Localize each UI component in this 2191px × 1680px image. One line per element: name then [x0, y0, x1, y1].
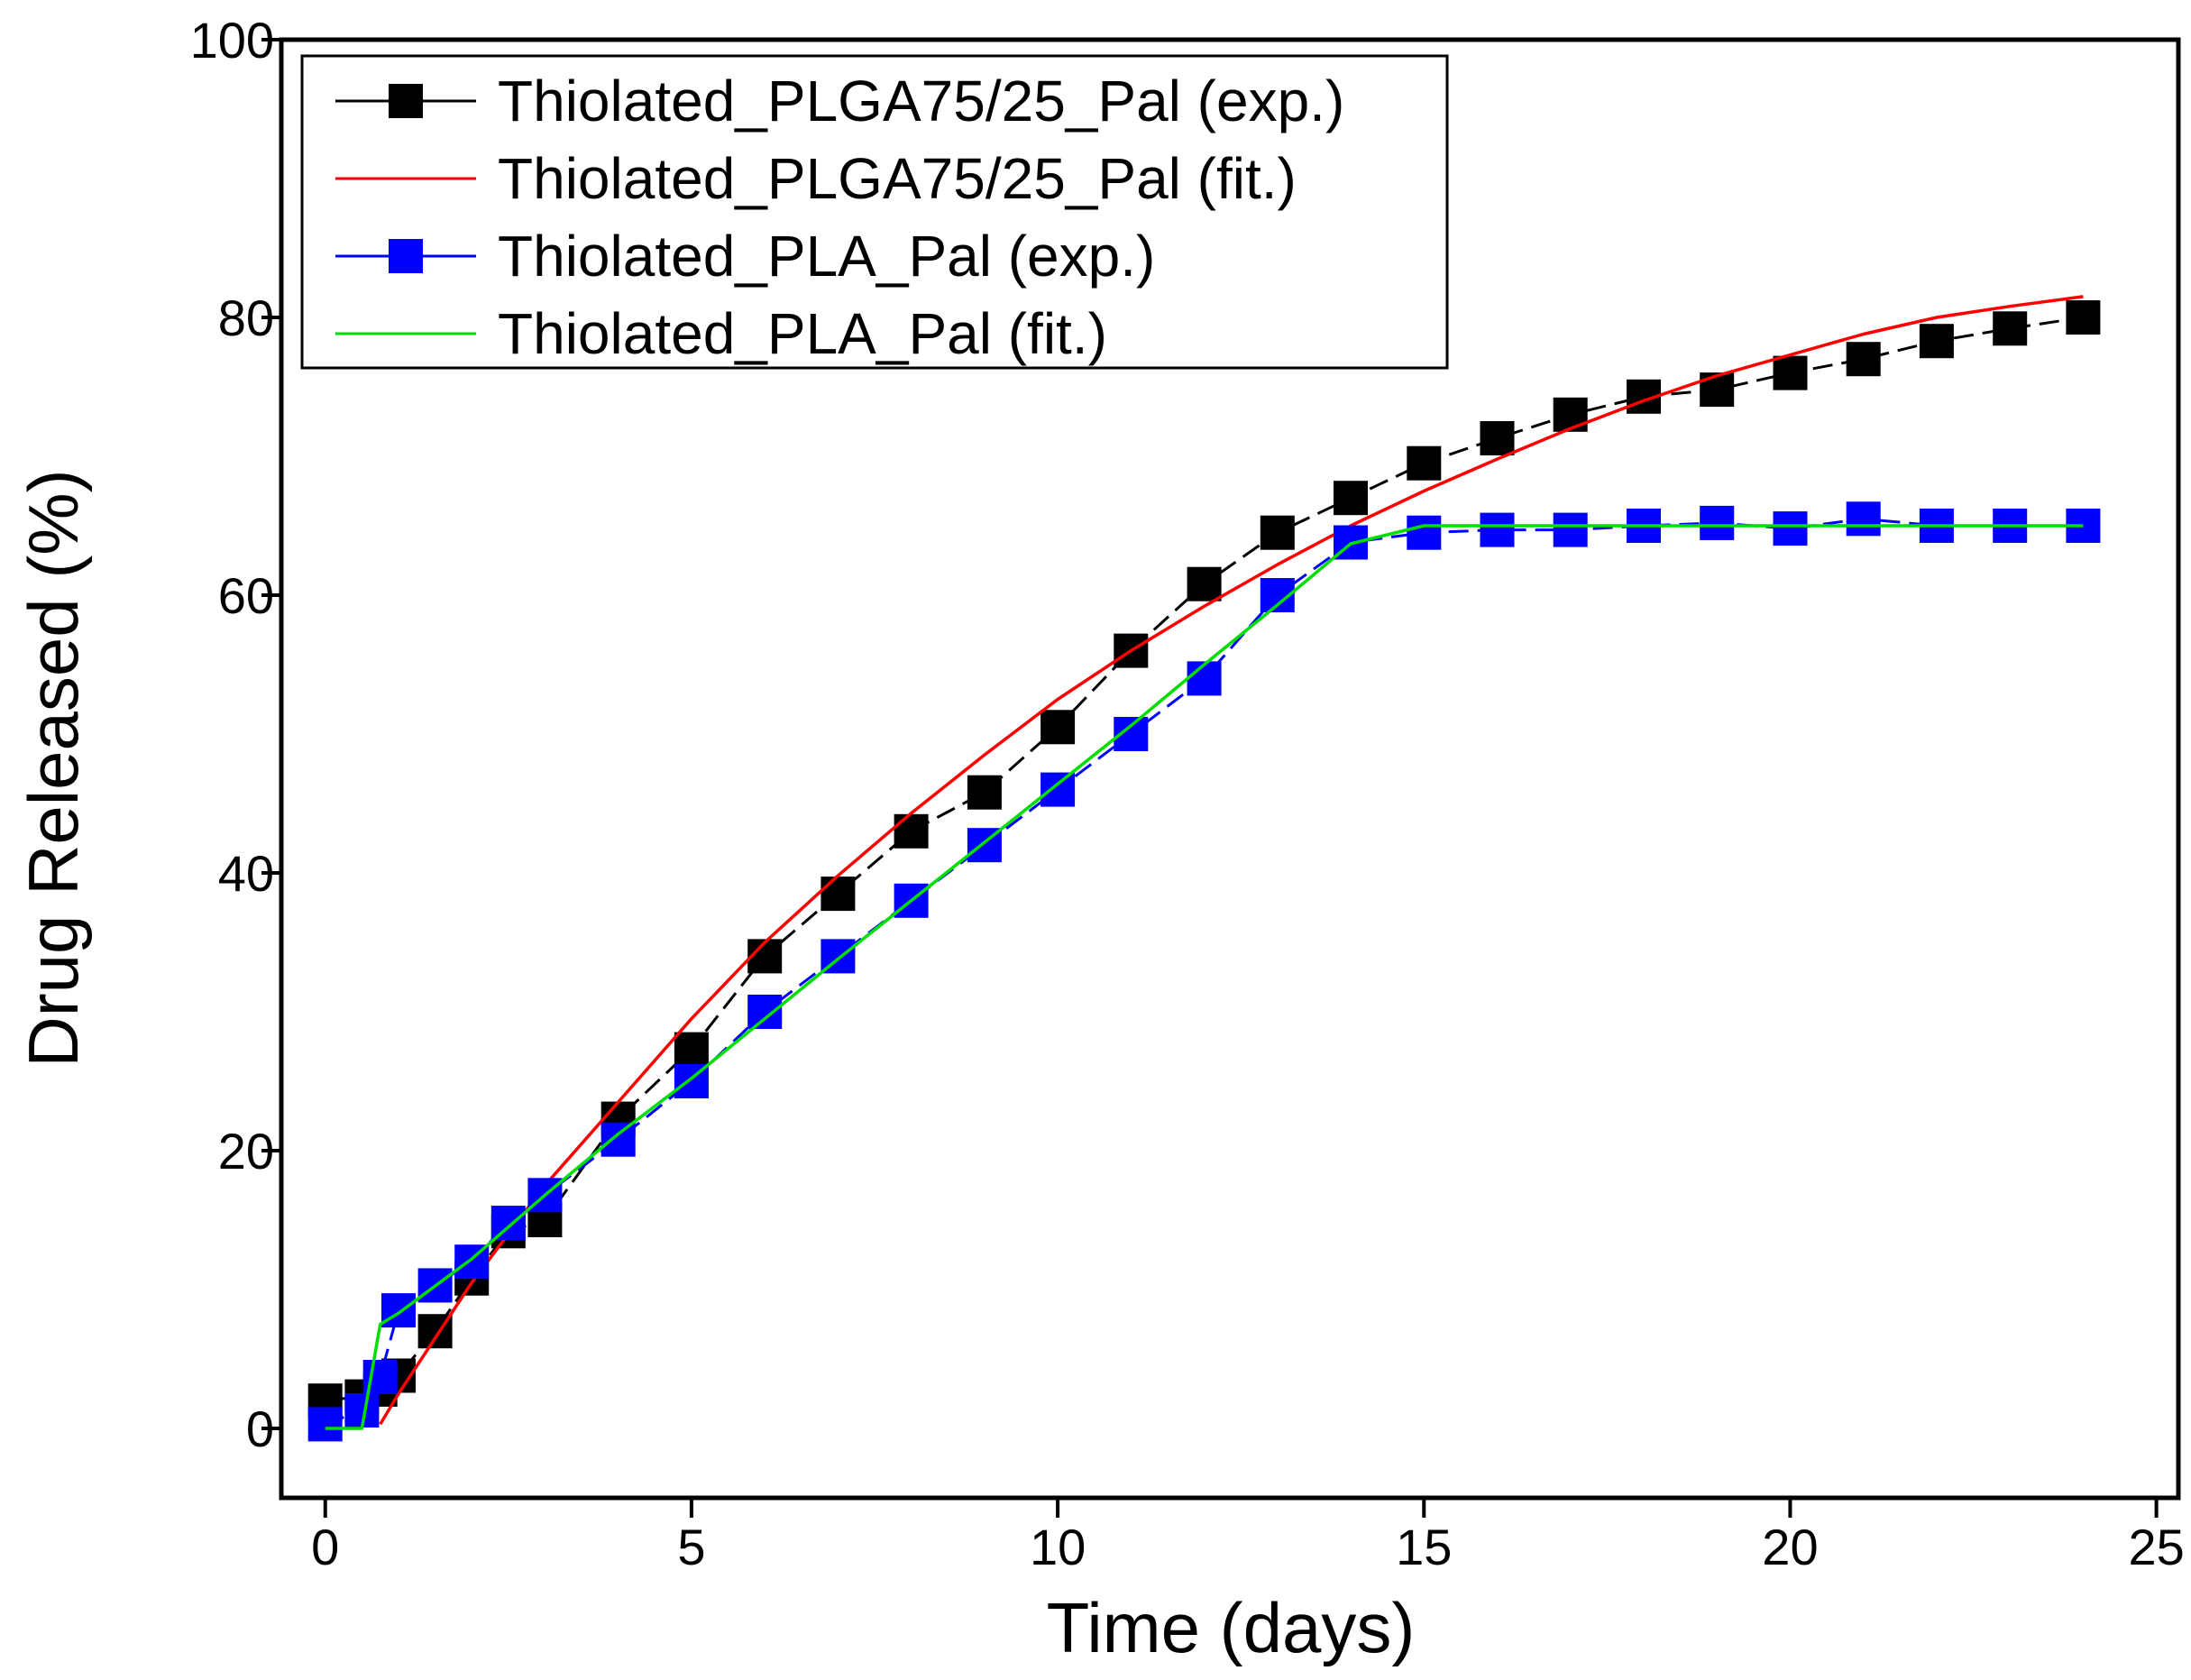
data-point-marker: [1846, 342, 1881, 377]
data-point-marker: [1260, 515, 1295, 550]
data-point-marker: [674, 1032, 709, 1067]
y-tick-label: 60: [218, 567, 274, 624]
data-point-marker: [1407, 445, 1442, 481]
data-point-marker: [1919, 324, 1954, 359]
data-point-marker: [1480, 421, 1515, 455]
series-4: [325, 524, 2084, 1430]
data-point-marker: [1773, 511, 1808, 546]
series-line: [325, 524, 2084, 1430]
data-point-marker: [1846, 501, 1881, 537]
data-point-marker: [894, 813, 929, 849]
data-point-marker: [490, 1206, 526, 1241]
x-axis-title: Time (days): [1047, 1588, 1416, 1667]
x-tick-label: 15: [1396, 1519, 1452, 1575]
x-tick-label: 0: [311, 1519, 339, 1575]
legend-label: Thiolated_PLA_Pal (exp.): [498, 224, 1155, 289]
data-point-marker: [1407, 515, 1442, 550]
legend-entry: Thiolated_PLGA75/25_Pal (fit.): [335, 146, 1297, 211]
legend-entry: Thiolated_PLA_Pal (fit.): [335, 301, 1107, 366]
data-point-marker: [1993, 311, 2028, 346]
legend-label: Thiolated_PLA_Pal (fit.): [498, 301, 1107, 366]
legend-label: Thiolated_PLGA75/25_Pal (exp.): [498, 69, 1344, 133]
data-point-marker: [2066, 300, 2101, 335]
y-axis-title: Drug Released (%): [14, 469, 93, 1067]
data-point-marker: [1700, 505, 1735, 540]
data-point-marker: [820, 877, 856, 912]
legend-label: Thiolated_PLGA75/25_Pal (fit.): [498, 146, 1297, 211]
data-point-marker: [1040, 772, 1076, 807]
y-tick-label: 0: [246, 1400, 274, 1457]
x-tick-label: 20: [1762, 1519, 1818, 1575]
legend-swatch-marker: [389, 239, 423, 273]
y-tick-label: 20: [218, 1123, 274, 1180]
x-tick-label: 25: [2128, 1519, 2184, 1575]
x-tick-label: 5: [677, 1519, 705, 1575]
series-2: [379, 295, 2084, 1426]
data-point-marker: [1553, 512, 1588, 547]
legend-box: [300, 54, 1449, 370]
data-point-marker: [381, 1293, 416, 1328]
y-tick-label: 100: [190, 12, 274, 69]
data-point-marker: [1700, 372, 1735, 408]
data-point-marker: [1773, 355, 1808, 390]
data-point-marker: [1187, 661, 1222, 696]
series-3: [307, 501, 2101, 1442]
data-point-marker: [1040, 710, 1076, 745]
y-tick-label: 80: [218, 289, 274, 346]
x-tick-label: 10: [1030, 1519, 1086, 1575]
y-tick-label: 40: [218, 845, 274, 902]
data-point-marker: [1553, 397, 1588, 432]
data-point-marker: [1334, 481, 1368, 516]
data-point-marker: [307, 1407, 343, 1442]
data-point-marker: [1187, 566, 1222, 601]
data-point-marker: [747, 995, 783, 1029]
legend-entry: Thiolated_PLA_Pal (exp.): [335, 224, 1155, 289]
legend-swatch-marker: [389, 84, 423, 118]
series-line: [379, 295, 2084, 1426]
data-point-marker: [1480, 512, 1515, 547]
data-point-marker: [600, 1122, 636, 1157]
data-point-marker: [967, 775, 1002, 810]
legend-entry: Thiolated_PLGA75/25_Pal (exp.): [335, 69, 1344, 133]
